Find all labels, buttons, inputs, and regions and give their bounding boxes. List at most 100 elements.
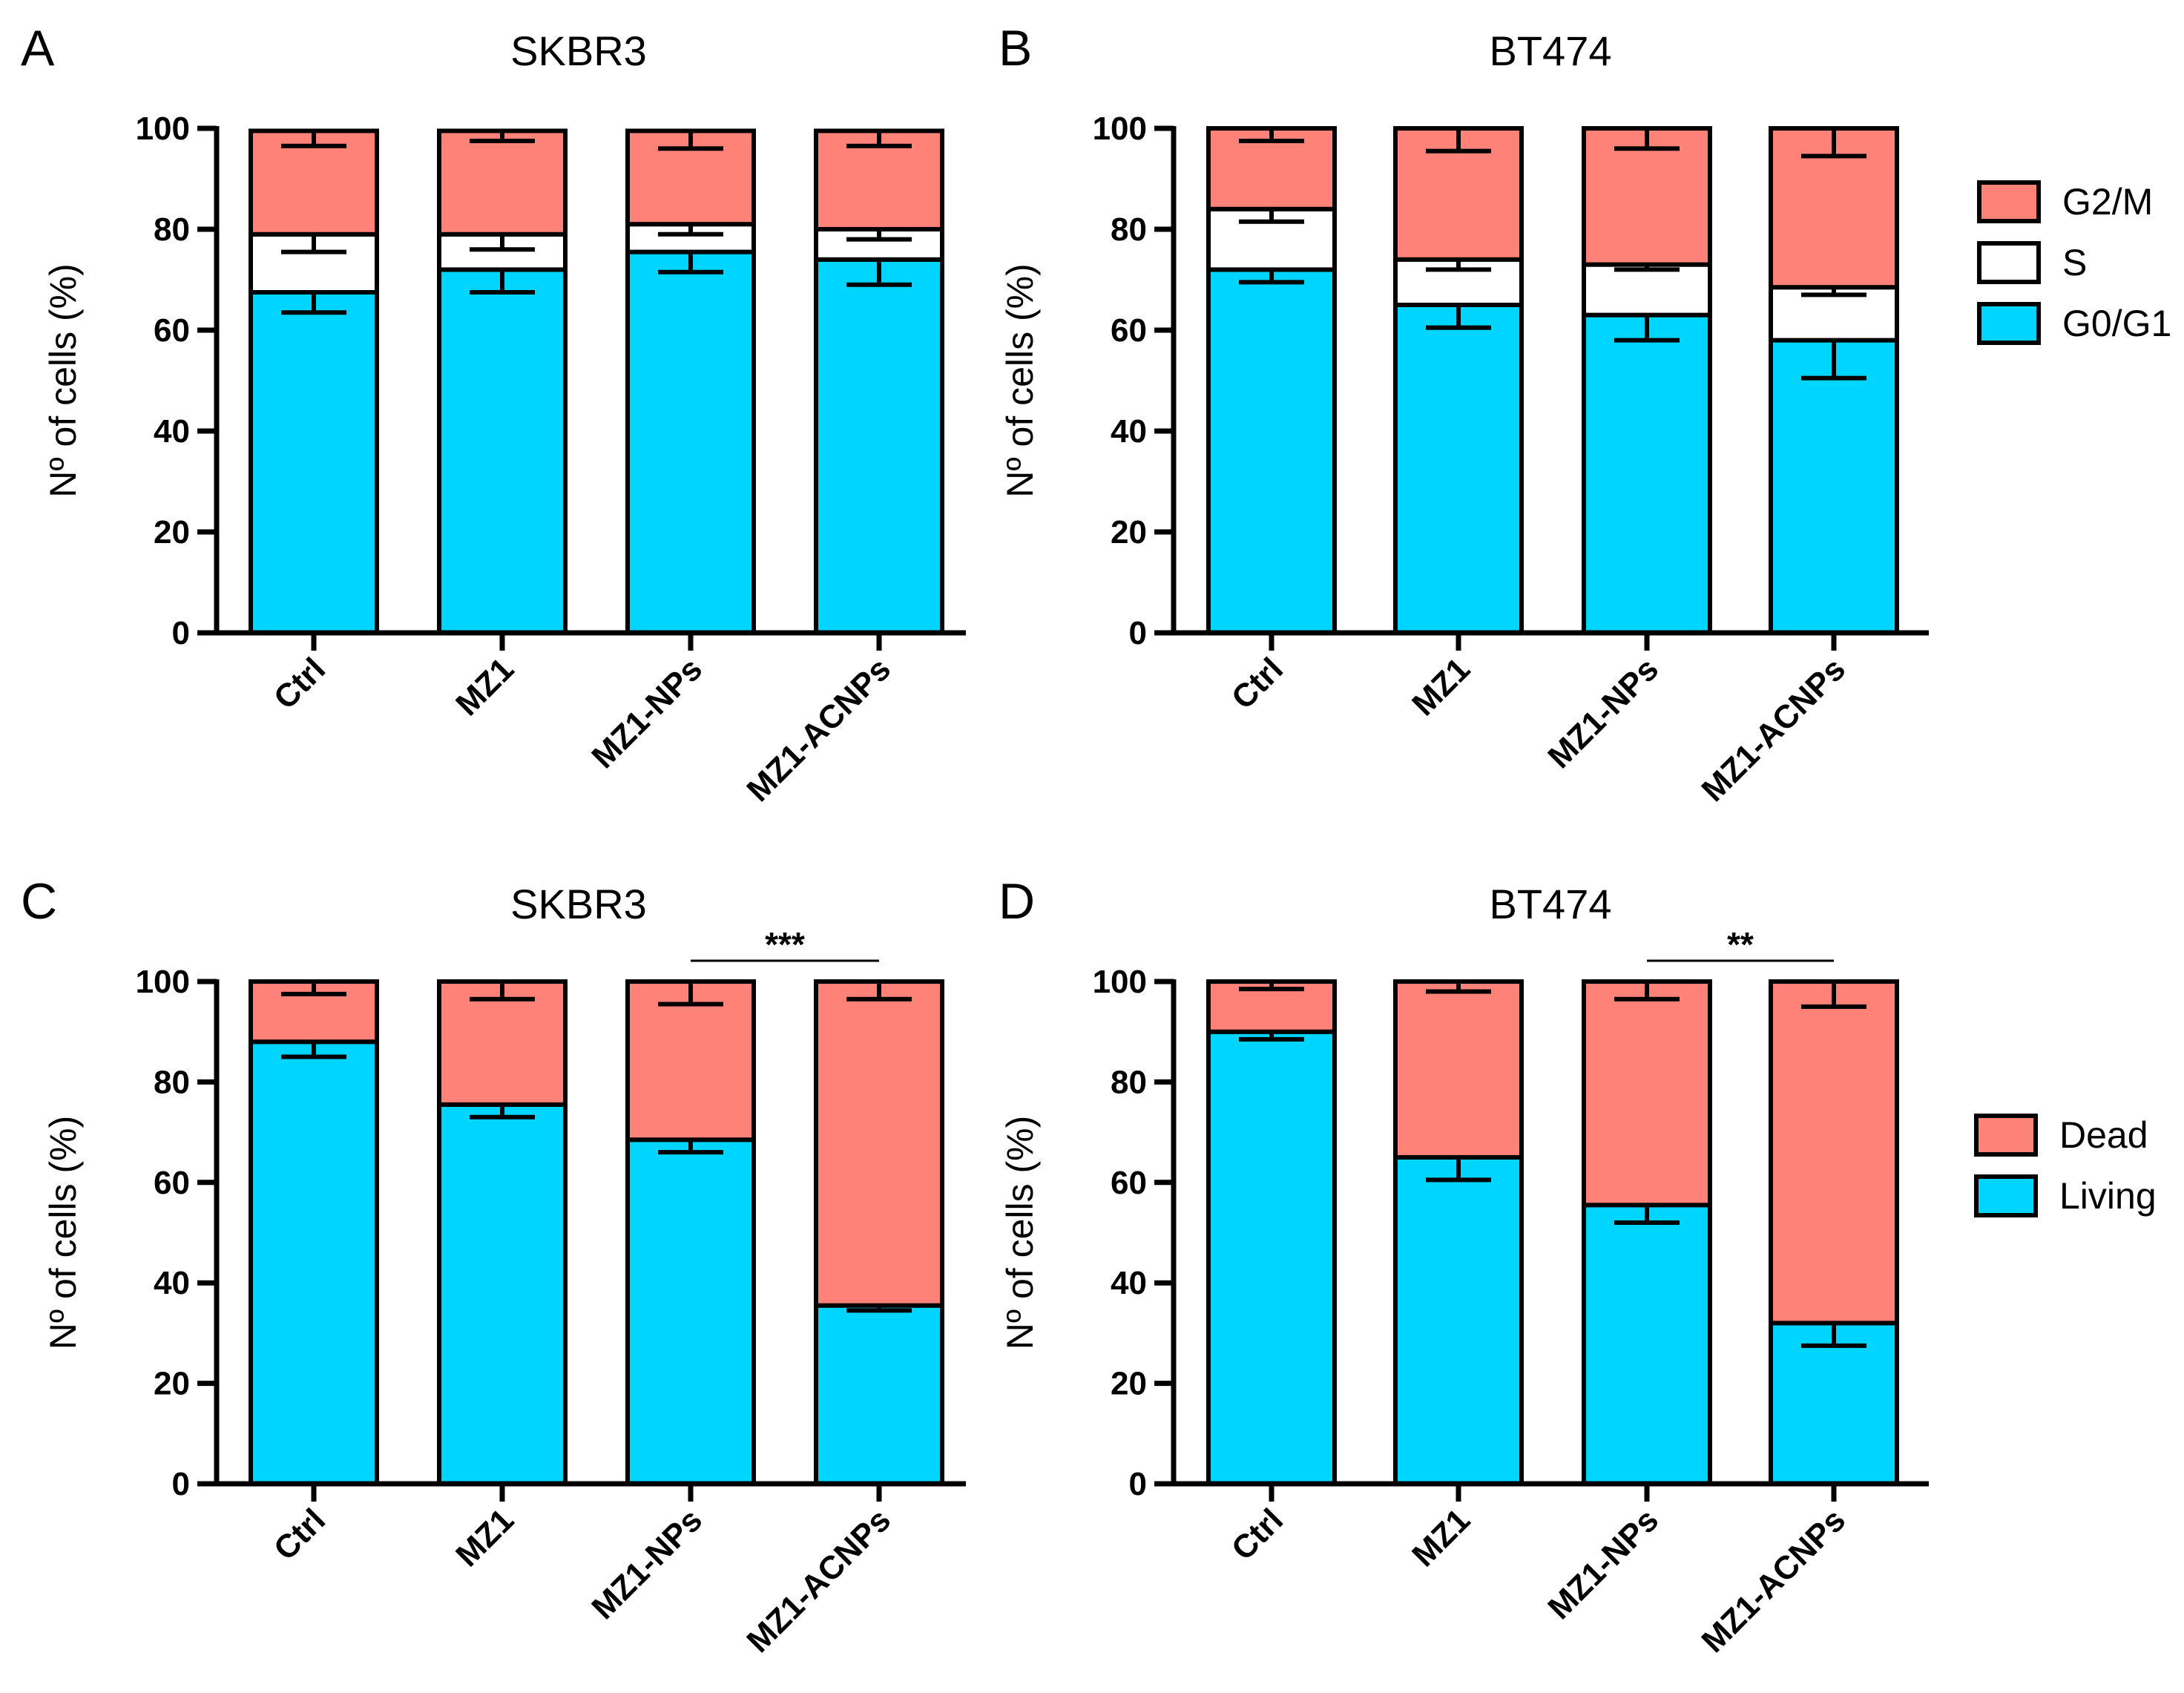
x-tick-label-mz1-nps: MZ1-NPs bbox=[585, 1502, 709, 1626]
bar-living-mz1-nps bbox=[625, 1137, 756, 1486]
y-tick-label: 20 bbox=[1111, 514, 1147, 550]
error-bar-g0-g1-mz1-acnps bbox=[1801, 340, 1866, 381]
error-bar-g0-g1-mz1-nps bbox=[1614, 315, 1680, 343]
error-bar-s-mz1-nps bbox=[1614, 264, 1680, 272]
error-bar-s-mz1-nps bbox=[658, 224, 723, 237]
x-tick-label-ctrl: Ctrl bbox=[1225, 1502, 1290, 1567]
y-axis-label: Nº of cells (%) bbox=[999, 263, 1041, 498]
error-bar-g0-g1-mz1 bbox=[1426, 305, 1491, 330]
y-tick-label: 60 bbox=[1111, 1165, 1147, 1201]
error-bar-living-mz1 bbox=[470, 1104, 535, 1120]
y-tick-label: 80 bbox=[154, 1064, 190, 1100]
bars bbox=[1206, 126, 1899, 635]
bars bbox=[249, 979, 944, 1487]
bar-living-ctrl bbox=[1206, 1029, 1337, 1486]
bars bbox=[1206, 979, 1899, 1486]
error-bars bbox=[281, 982, 912, 1313]
legend-swatch-dead bbox=[1974, 1114, 2038, 1157]
error-bar-g0-g1-ctrl bbox=[281, 292, 346, 315]
x-tick-label-mz1: MZ1 bbox=[449, 651, 521, 723]
error-bar-dead-mz1 bbox=[470, 982, 535, 1002]
error-bar-living-mz1-nps bbox=[1614, 1205, 1680, 1225]
error-bar-dead-mz1-acnps bbox=[846, 982, 912, 1002]
y-tick-label: 0 bbox=[1129, 615, 1147, 651]
y-tick-label: 80 bbox=[154, 211, 190, 248]
x-tick-label-ctrl: Ctrl bbox=[267, 1502, 332, 1567]
error-bar-g2-m-ctrl bbox=[1239, 128, 1304, 143]
error-bar-dead-mz1-nps bbox=[1614, 982, 1680, 1002]
error-bar-living-mz1 bbox=[1426, 1157, 1491, 1183]
bar-dead-mz1-acnps bbox=[1769, 979, 1899, 1326]
error-bar-dead-ctrl bbox=[281, 982, 346, 996]
x-tick-label-mz1: MZ1 bbox=[449, 1502, 521, 1574]
x-tick-label-mz1-nps: MZ1-NPs bbox=[1541, 651, 1665, 775]
bar-living-mz1 bbox=[1393, 1154, 1524, 1486]
error-bars bbox=[281, 131, 912, 315]
bar-g0-g1-ctrl bbox=[1206, 267, 1337, 635]
error-bar-dead-mz1-nps bbox=[658, 982, 723, 1007]
x-tick-label-mz1: MZ1 bbox=[1405, 651, 1477, 723]
y-tick-label: 100 bbox=[1093, 111, 1147, 147]
error-bar-living-mz1-acnps bbox=[1801, 1323, 1866, 1348]
legend-label-g0-g1: G0/G1 bbox=[2062, 303, 2171, 344]
y-tick-label: 100 bbox=[1093, 964, 1147, 1000]
bar-dead-mz1-acnps bbox=[814, 979, 944, 1308]
y-tick-label: 40 bbox=[154, 413, 190, 450]
error-bar-s-mz1-acnps bbox=[1801, 287, 1866, 297]
panel-title: SKBR3 bbox=[510, 881, 647, 927]
legend-swatch-g0-g1 bbox=[1977, 302, 2041, 345]
x-tick-label-ctrl: Ctrl bbox=[1225, 651, 1290, 716]
error-bar-living-mz1-nps bbox=[658, 1140, 723, 1155]
legend-swatch-s bbox=[1977, 241, 2041, 284]
y-tick-label: 40 bbox=[1111, 1265, 1147, 1301]
bar-g0-g1-mz1-nps bbox=[625, 249, 756, 636]
error-bar-g0-g1-ctrl bbox=[1239, 269, 1304, 285]
y-tick-label: 40 bbox=[154, 1265, 190, 1301]
panel-c: C SKBR3 Nº of cells (%) 0 20 40 60 80 100 Ctrl MZ1… bbox=[21, 873, 966, 1660]
error-bars bbox=[1239, 982, 1866, 1348]
bar-g0-g1-mz1 bbox=[1393, 303, 1524, 635]
bar-s-mz1-nps bbox=[625, 222, 756, 254]
error-bar-dead-mz1 bbox=[1426, 982, 1491, 994]
panel-letter: A bbox=[21, 20, 55, 76]
x-tick-label-ctrl: Ctrl bbox=[267, 651, 332, 716]
x-tick-label-mz1-acnps: MZ1-ACNPs bbox=[740, 651, 898, 809]
error-bar-g2-m-mz1-nps bbox=[1614, 128, 1680, 151]
y-tick-label: 0 bbox=[172, 615, 190, 651]
y-tick-label: 60 bbox=[1111, 312, 1147, 349]
error-bar-s-ctrl bbox=[281, 234, 346, 254]
bar-g0-g1-mz1-nps bbox=[1582, 312, 1712, 635]
legend-label-s: S bbox=[2062, 242, 2087, 283]
error-bar-g0-g1-mz1-acnps bbox=[846, 259, 912, 287]
x-tick-label-mz1-acnps: MZ1-ACNPs bbox=[740, 1502, 898, 1660]
bar-g0-g1-mz1-acnps bbox=[1769, 338, 1899, 635]
y-tick-label: 100 bbox=[136, 964, 190, 1000]
bar-living-mz1-acnps bbox=[814, 1303, 944, 1487]
y-axis-label: Nº of cells (%) bbox=[999, 1116, 1041, 1350]
bar-g0-g1-ctrl bbox=[249, 290, 379, 635]
y-tick-label: 80 bbox=[1111, 1064, 1147, 1100]
error-bar-g2-m-mz1 bbox=[1426, 128, 1491, 154]
y-tick-label: 100 bbox=[136, 111, 190, 147]
error-bar-g2-m-mz1 bbox=[470, 131, 535, 143]
panel-letter: D bbox=[999, 873, 1035, 930]
y-tick-label: 20 bbox=[154, 1366, 190, 1402]
error-bar-living-ctrl bbox=[1239, 1031, 1304, 1042]
error-bar-g0-g1-mz1 bbox=[470, 269, 535, 295]
error-bar-living-mz1-acnps bbox=[846, 1305, 912, 1313]
bar-g0-g1-mz1 bbox=[437, 267, 568, 635]
bar-g0-g1-mz1-acnps bbox=[814, 257, 944, 635]
significance-label: *** bbox=[765, 925, 805, 964]
y-tick-label: 60 bbox=[154, 312, 190, 349]
error-bar-s-ctrl bbox=[1239, 208, 1304, 224]
error-bar-s-mz1-acnps bbox=[846, 229, 912, 242]
panel-d: D BT474 Nº of cells (%) 0 20 40 60 80 100 Ctrl MZ1… bbox=[999, 873, 2157, 1660]
panel-title: BT474 bbox=[1490, 881, 1612, 927]
y-tick-label: 40 bbox=[1111, 413, 1147, 450]
panel-title: SKBR3 bbox=[510, 27, 647, 74]
panel-title: BT474 bbox=[1490, 27, 1612, 74]
bar-s-mz1-nps bbox=[1582, 262, 1712, 318]
panel-letter: B bbox=[999, 20, 1032, 76]
error-bar-dead-mz1-acnps bbox=[1801, 982, 1866, 1009]
